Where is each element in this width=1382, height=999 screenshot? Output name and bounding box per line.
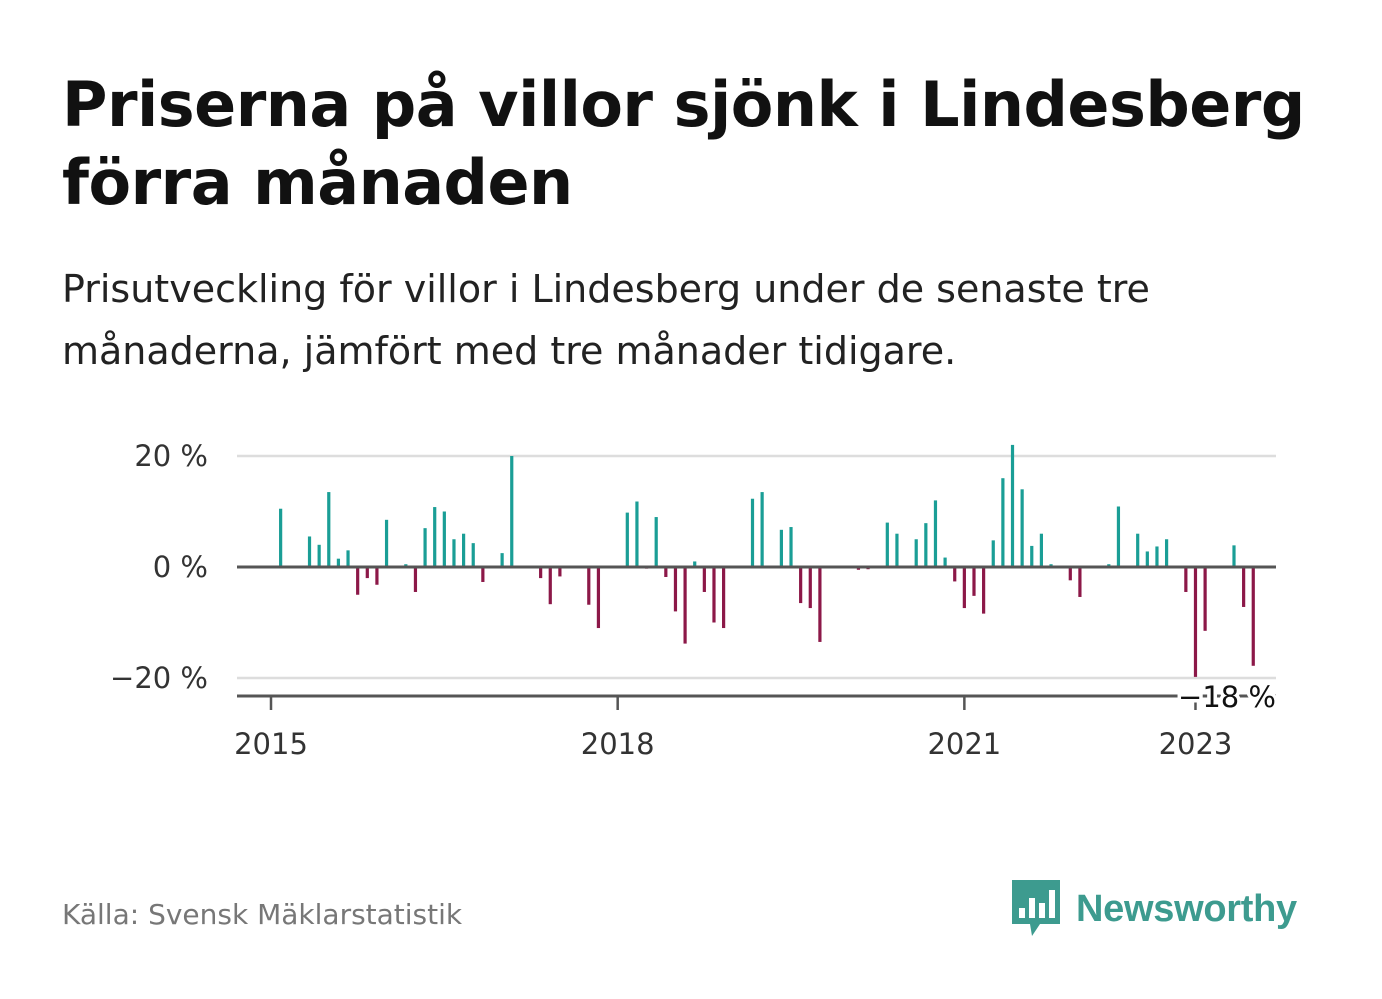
y-tick-label: 0 % xyxy=(153,550,208,584)
bar xyxy=(510,456,514,567)
x-tick-label: 2018 xyxy=(581,727,655,761)
bar xyxy=(1078,567,1082,597)
bar xyxy=(1145,551,1149,567)
bar xyxy=(760,492,764,567)
y-tick-label: 20 % xyxy=(134,439,208,473)
bar xyxy=(982,567,986,614)
bar xyxy=(481,567,485,582)
bar xyxy=(654,517,658,567)
bar xyxy=(712,567,716,623)
bars xyxy=(279,444,1255,677)
bar xyxy=(1184,567,1188,592)
bar xyxy=(924,523,928,567)
bar xyxy=(1039,533,1043,567)
bar xyxy=(346,550,350,567)
bar xyxy=(384,519,389,567)
bar xyxy=(943,557,947,567)
bar xyxy=(307,536,312,567)
y-tick-label: −20 % xyxy=(110,661,208,695)
x-tick-label: 2023 xyxy=(1159,727,1233,761)
bar xyxy=(683,567,687,644)
bar xyxy=(895,533,899,567)
bar xyxy=(885,522,889,567)
source-note: Källa: Svensk Mäklarstatistik xyxy=(62,898,463,931)
bar xyxy=(452,539,456,567)
bar xyxy=(933,500,938,567)
chart-title: Priserna på villor sjönk i Lindesberg fö… xyxy=(62,68,1305,219)
bar xyxy=(1155,546,1159,567)
bar xyxy=(789,527,793,567)
bar xyxy=(1232,545,1236,567)
bar xyxy=(1251,567,1255,666)
y-axis: 20 % 0 % −20 % xyxy=(110,439,208,695)
bar xyxy=(1164,539,1169,567)
bar xyxy=(442,511,446,567)
bar xyxy=(1242,567,1246,607)
bar xyxy=(413,567,418,592)
newsworthy-logo-text: Newsworthy xyxy=(1076,887,1297,930)
gridlines xyxy=(237,454,1276,680)
bar xyxy=(991,540,995,567)
bar xyxy=(808,567,812,609)
bar xyxy=(702,567,706,592)
last-value-label: −18 % xyxy=(1178,680,1276,714)
bar xyxy=(1020,489,1024,567)
bar xyxy=(1193,567,1198,677)
bar xyxy=(279,508,283,567)
bar xyxy=(722,567,726,629)
bar xyxy=(558,567,562,577)
bar xyxy=(365,567,369,579)
bar xyxy=(471,543,475,567)
bar xyxy=(1116,506,1121,567)
bar xyxy=(500,553,504,567)
bar xyxy=(423,528,427,567)
bar xyxy=(693,561,697,567)
bar xyxy=(433,507,437,567)
bar xyxy=(1203,567,1207,631)
bar xyxy=(972,567,976,596)
bar xyxy=(750,498,755,567)
bar xyxy=(1030,545,1034,567)
bar xyxy=(1010,444,1015,567)
bar xyxy=(799,567,803,604)
bar xyxy=(914,539,918,567)
x-tick-label: 2021 xyxy=(927,727,1001,761)
bar xyxy=(327,492,331,567)
bar xyxy=(818,567,822,642)
chart-subtitle: Prisutveckling för villor i Lindesberg u… xyxy=(62,267,1150,373)
bar xyxy=(635,501,639,567)
x-tick-label: 2015 xyxy=(234,727,308,761)
bar xyxy=(664,567,668,577)
x-axis: 2015 2018 2021 2023 xyxy=(234,696,1232,761)
bar xyxy=(953,567,957,582)
bar xyxy=(779,529,783,567)
bar xyxy=(1068,567,1072,581)
newsworthy-logo: Newsworthy xyxy=(1010,878,1297,940)
bar xyxy=(356,567,360,595)
bar xyxy=(625,512,629,567)
bar xyxy=(317,544,321,567)
bar xyxy=(375,567,379,585)
newsworthy-logo-icon xyxy=(1012,880,1060,936)
bar xyxy=(1001,478,1005,567)
bar xyxy=(548,567,552,605)
bar xyxy=(336,558,341,567)
bar-chart: 2015 2018 2021 2023 20 % 0 % −20 % −18 % xyxy=(110,439,1279,761)
bar xyxy=(596,567,601,629)
bar xyxy=(673,567,678,612)
bar xyxy=(962,567,966,609)
bar xyxy=(587,567,591,605)
bar xyxy=(1136,533,1140,567)
bar xyxy=(539,567,543,579)
bar xyxy=(462,533,466,567)
